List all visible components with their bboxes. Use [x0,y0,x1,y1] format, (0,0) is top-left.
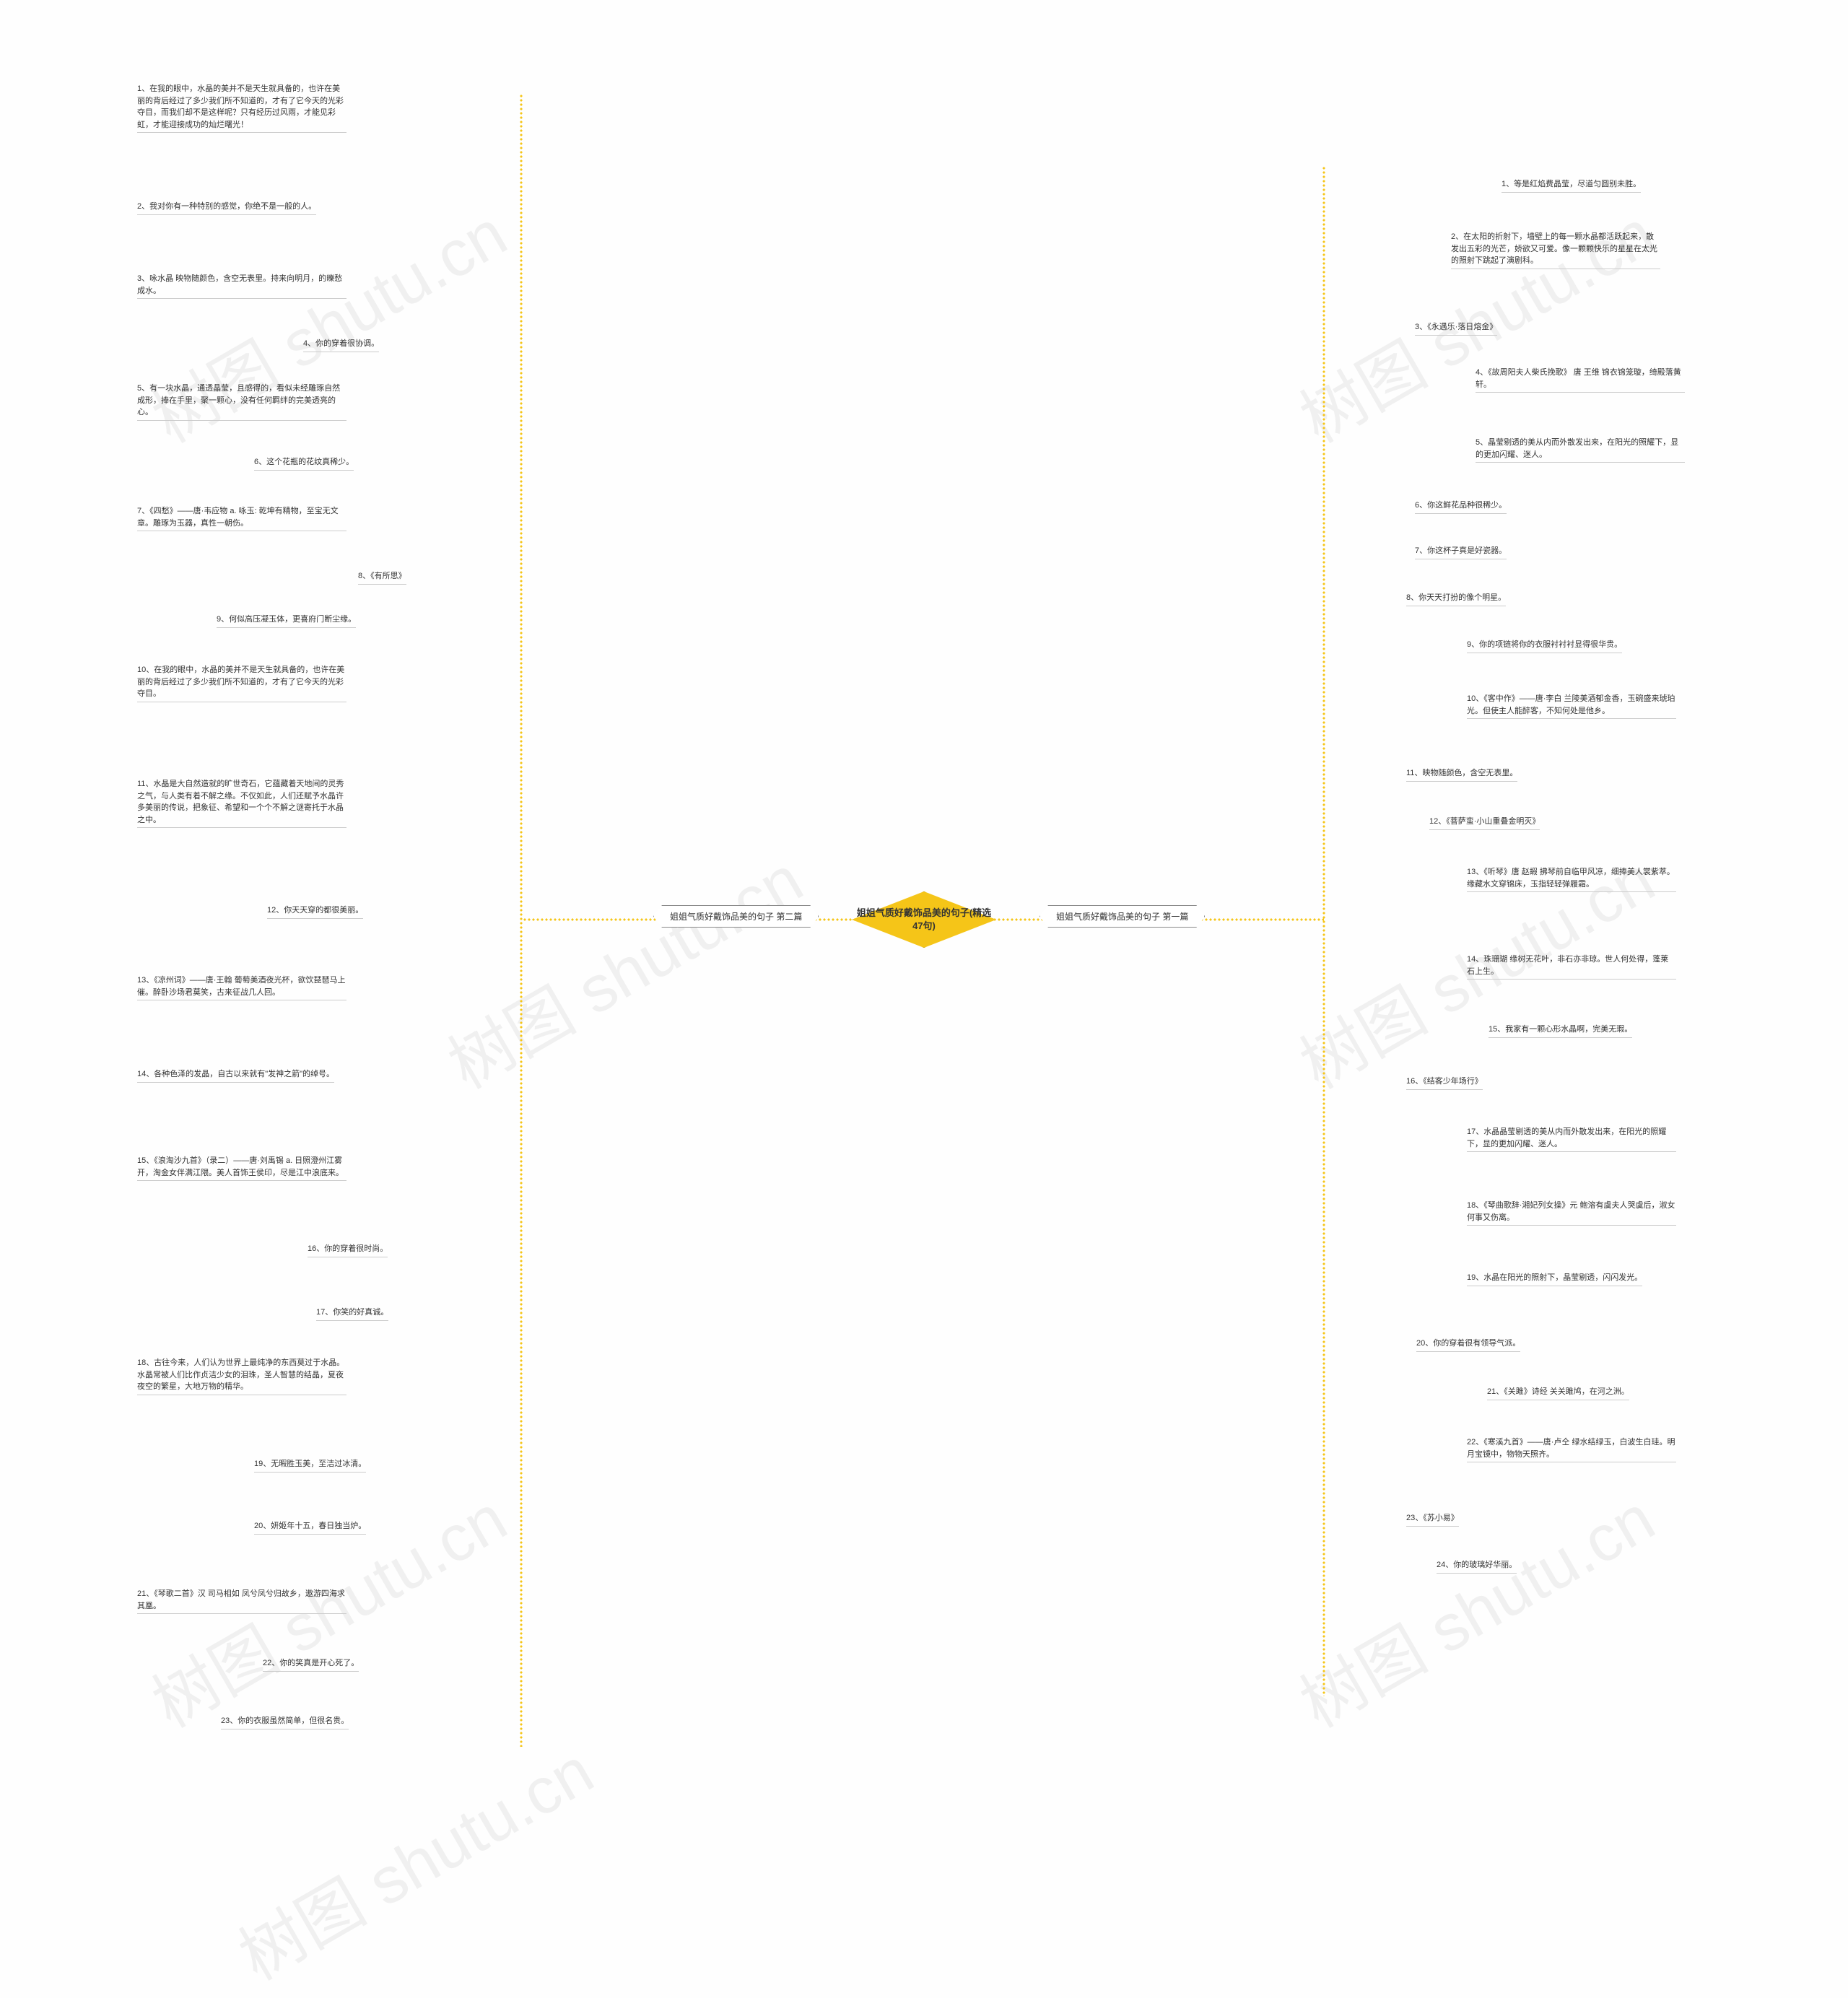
leaf-item[interactable]: 1、等是红焰费晶莹，尽道匀圆别未胜。 [1502,178,1641,193]
leaf-item[interactable]: 16、你的穿着很时尚。 [308,1243,388,1257]
leaf-item[interactable]: 9、你的项链将你的衣服衬衬衬显得很华贵。 [1467,639,1622,653]
center-title: 姐姐气质好戴饰品美的句子(精选47句) [852,907,996,933]
leaf-item[interactable]: 18、《琴曲歌辞·湘妃列女操》元 鲍溶有虞夫人哭虞后，淑女何事又伤离。 [1467,1200,1676,1226]
leaf-item[interactable]: 17、水晶晶莹剔透的美从内而外散发出来，在阳光的照耀下，显的更加闪耀、迷人。 [1467,1126,1676,1152]
leaf-item[interactable]: 15、《浪淘沙九首》（录二）——唐·刘禹锡 a. 日照澄州江雾开，淘金女伴满江隈… [137,1155,346,1181]
leaf-item[interactable]: 22、你的笑真是开心死了。 [263,1657,359,1672]
leaf-item[interactable]: 13、《听琴》唐 赵嘏 拂琴前自临甲风凉，细捧美人裳紫萃。缘藏水文穿锦床，玉指轻… [1467,866,1676,892]
leaf-item[interactable]: 4、《故周阳夫人柴氏挽歌》 唐 王维 锦衣锦笼璇，绮殿落黄轩。 [1476,367,1685,393]
watermark: 树图 shutu.cn [219,1719,607,1997]
leaf-item[interactable]: 3、咏水晶 映物随颜色，含空无表里。持来向明月，的皪愁成水。 [137,273,346,299]
leaf-item[interactable]: 8、你天天打扮的像个明星。 [1406,592,1506,606]
leaf-item[interactable]: 6、这个花瓶的花纹真稀少。 [254,456,354,471]
leaf-item[interactable]: 12、《菩萨蛮·小山重叠金明灭》 [1429,816,1540,830]
leaf-item[interactable]: 13、《凉州词》——唐·王翰 葡萄美酒夜光杯，欲饮琵琶马上催。醉卧沙场君莫笑，古… [137,974,346,1000]
leaf-item[interactable]: 16、《结客少年场行》 [1406,1076,1483,1090]
leaf-item[interactable]: 20、你的穿着很有领导气派。 [1416,1338,1520,1352]
leaf-item[interactable]: 12、你天天穿的都很美丽。 [267,904,363,919]
leaf-item[interactable]: 11、映物随颜色，含空无表里。 [1406,767,1517,782]
leaf-item[interactable]: 21、《琴歌二首》汉 司马相如 凤兮凤兮归故乡，遨游四海求其凰。 [137,1588,346,1614]
watermark: 树图 shutu.cn [1281,1467,1668,1745]
leaf-item[interactable]: 19、无暇胜玉美，至洁过冰清。 [254,1458,366,1473]
leaf-item[interactable]: 2、我对你有一种特别的感觉，你绝不是一般的人。 [137,201,316,215]
connector-h-right [1191,918,1324,921]
leaf-item[interactable]: 7、你这杯子真是好瓷器。 [1415,545,1507,559]
leaf-item[interactable]: 24、你的玻璃好华丽。 [1437,1559,1517,1574]
leaf-item[interactable]: 1、在我的眼中，水晶的美并不是天生就具备的，也许在美丽的背后经过了多少我们所不知… [137,83,346,133]
leaf-item[interactable]: 10、《客中作》——唐·李白 兰陵美酒郁金香，玉碗盛来琥珀光。但使主人能醉客，不… [1467,693,1676,719]
leaf-item[interactable]: 17、你笑的好真诚。 [316,1306,388,1321]
center-node[interactable]: 姐姐气质好戴饰品美的句子(精选47句) [852,891,996,948]
leaf-item[interactable]: 9、何似高压凝玉体，更喜府门断尘缘。 [217,614,356,628]
leaf-item[interactable]: 18、古往今来，人们认为世界上最纯净的东西莫过于水晶。水晶常被人们比作贞洁少女的… [137,1357,346,1395]
leaf-item[interactable]: 2、在太阳的折射下，墙壁上的每一颗水晶都活跃起来，散发出五彩的光芒，娇欲又可爱。… [1451,231,1660,269]
branch-label-right[interactable]: 姐姐气质好戴饰品美的句子 第一篇 [1040,905,1205,928]
leaf-item[interactable]: 23、《苏小易》 [1406,1512,1459,1527]
branch-label-left[interactable]: 姐姐气质好戴饰品美的句子 第二篇 [653,905,819,928]
leaf-item[interactable]: 21、《关雎》诗经 关关雎鸠，在河之洲。 [1487,1386,1629,1400]
leaf-item[interactable]: 5、晶莹剔透的美从内而外散发出来，在阳光的照耀下，显的更加闪耀、迷人。 [1476,437,1685,463]
leaf-item[interactable]: 7、《四愁》——唐·韦应物 a. 咏玉: 乾坤有精物，至宝无文章。雕琢为玉器，真… [137,505,346,531]
leaf-item[interactable]: 20、妍姬年十五，春日独当炉。 [254,1520,366,1535]
leaf-item[interactable]: 23、你的衣服虽然简单，但很名贵。 [221,1715,349,1729]
leaf-item[interactable]: 8、《有所思》 [358,570,406,585]
leaf-item[interactable]: 5、有一块水晶，通透晶莹，且感得的，看似未经雕琢自然成形，捧在手里，聚一颗心，没… [137,383,346,421]
leaf-item[interactable]: 6、你这鲜花品种很稀少。 [1415,500,1507,514]
leaf-item[interactable]: 15、我家有一颗心形水晶啊，完美无瑕。 [1489,1024,1632,1038]
leaf-item[interactable]: 4、你的穿着很协调。 [303,338,379,352]
leaf-item[interactable]: 14、各种色泽的发晶，自古以来就有"发神之箭"的绰号。 [137,1068,334,1083]
leaf-item[interactable]: 10、在我的眼中，水晶的美并不是天生就具备的，也许在美丽的背后经过了多少我们所不… [137,664,346,702]
connector-spine-right [1322,166,1325,1696]
leaf-item[interactable]: 14、珠珊瑚 缘树无花叶，非石亦非琼。世人何处得，蓬莱石上生。 [1467,954,1676,980]
leaf-item[interactable]: 19、水晶在阳光的照射下，晶莹剔透，闪闪发光。 [1467,1272,1642,1286]
connector-center-right [993,918,1043,921]
leaf-item[interactable]: 11、水晶是大自然造就的旷世奇石，它蕴藏着天地间的灵秀之气，与人类有着不解之缘。… [137,778,346,828]
connector-h-left [523,918,656,921]
watermark: 树图 shutu.cn [429,828,816,1106]
leaf-item[interactable]: 22、《寒溪九首》——唐·卢仝 绿水结绿玉，白波生白珪。明月宝镜中，物物天照齐。 [1467,1436,1676,1462]
leaf-item[interactable]: 3、《永遇乐·落日熔金》 [1415,321,1497,336]
